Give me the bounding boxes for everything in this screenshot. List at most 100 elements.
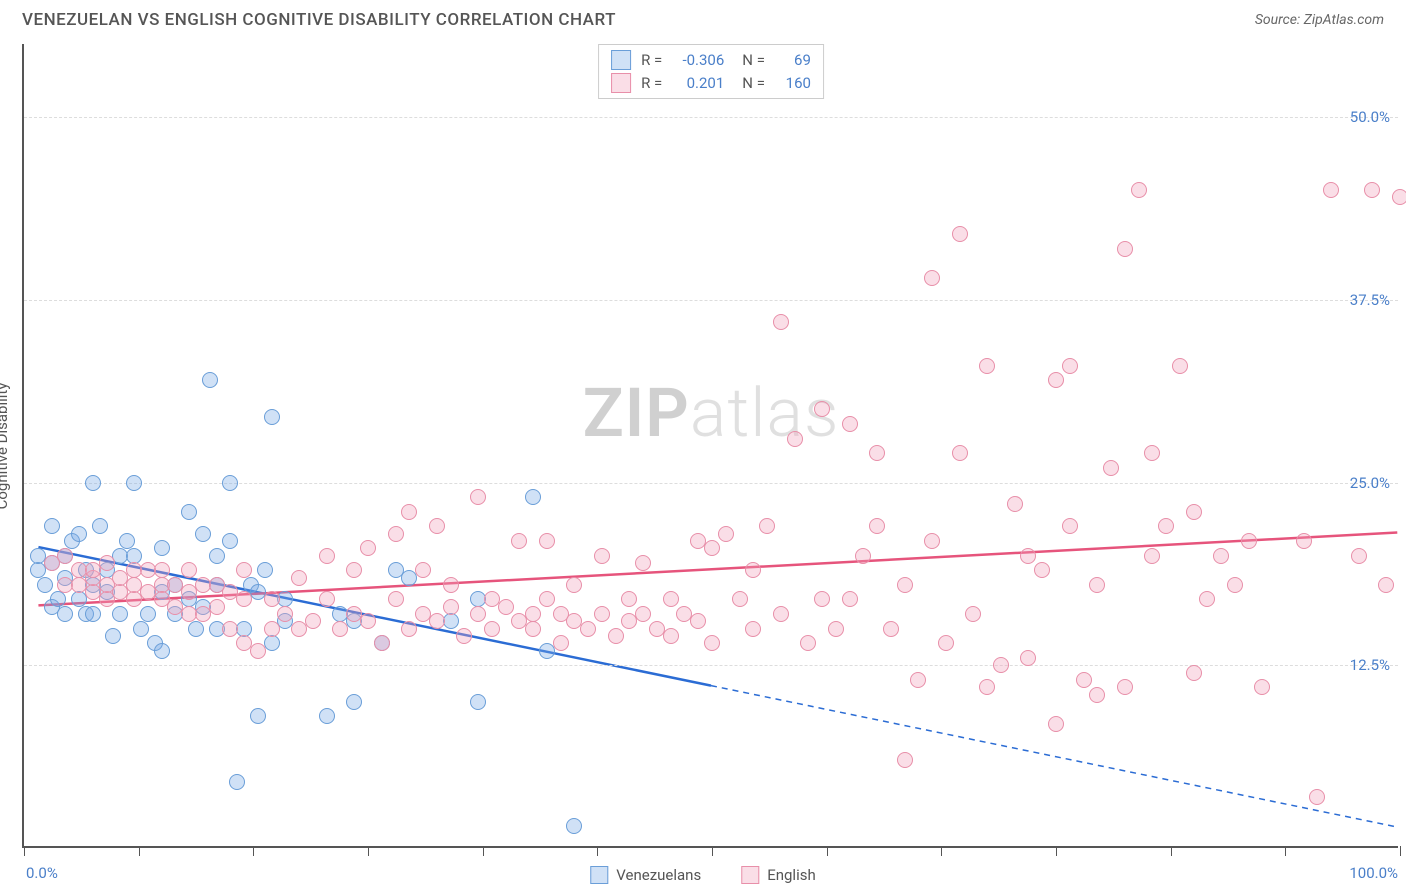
x-tick-mark xyxy=(941,846,942,856)
data-point xyxy=(1062,518,1078,534)
data-point xyxy=(222,621,238,637)
data-point xyxy=(222,475,238,491)
data-point xyxy=(332,621,348,637)
data-point xyxy=(1103,460,1119,476)
data-point xyxy=(910,672,926,688)
data-point xyxy=(126,475,142,491)
data-point xyxy=(1020,548,1036,564)
gridline xyxy=(24,300,1398,301)
x-axis-max-label: 100.0% xyxy=(1349,864,1398,882)
data-point xyxy=(635,606,651,622)
data-point xyxy=(181,504,197,520)
data-point xyxy=(1007,496,1023,512)
data-point xyxy=(85,606,101,622)
data-point xyxy=(429,518,445,534)
data-point xyxy=(236,591,252,607)
data-point xyxy=(443,599,459,615)
data-point xyxy=(374,635,390,651)
data-point xyxy=(236,621,252,637)
data-point xyxy=(855,548,871,564)
data-point xyxy=(759,518,775,534)
data-point xyxy=(57,606,73,622)
data-point xyxy=(525,489,541,505)
data-point xyxy=(71,526,87,542)
data-point xyxy=(277,591,293,607)
data-point xyxy=(952,445,968,461)
data-point xyxy=(1089,687,1105,703)
data-point xyxy=(277,606,293,622)
data-point xyxy=(1186,504,1202,520)
data-point xyxy=(635,555,651,571)
data-point xyxy=(229,774,245,790)
data-point xyxy=(154,643,170,659)
scatter-plot: ZIPatlas R =-0.306N =69R =0.201N =160 12… xyxy=(22,44,1398,848)
x-tick-mark xyxy=(139,846,140,856)
data-point xyxy=(133,621,149,637)
data-point xyxy=(511,533,527,549)
data-point xyxy=(814,591,830,607)
data-point xyxy=(126,548,142,564)
x-tick-mark xyxy=(1171,846,1172,856)
data-point xyxy=(305,613,321,629)
data-point xyxy=(938,635,954,651)
data-point xyxy=(443,613,459,629)
data-point xyxy=(828,621,844,637)
data-point xyxy=(553,635,569,651)
data-point xyxy=(897,577,913,593)
data-point xyxy=(979,358,995,374)
data-point xyxy=(1199,591,1215,607)
data-point xyxy=(188,621,204,637)
data-point xyxy=(704,635,720,651)
x-tick-mark xyxy=(1285,846,1286,856)
x-tick-mark xyxy=(597,846,598,856)
data-point xyxy=(429,613,445,629)
data-point xyxy=(993,657,1009,673)
data-point xyxy=(257,562,273,578)
data-point xyxy=(1158,518,1174,534)
data-point xyxy=(250,643,266,659)
data-point xyxy=(621,591,637,607)
data-point xyxy=(608,628,624,644)
y-tick-label: 25.0% xyxy=(1350,474,1390,492)
data-point xyxy=(470,606,486,622)
data-point xyxy=(1296,533,1312,549)
data-point xyxy=(539,591,555,607)
data-point xyxy=(319,708,335,724)
data-point xyxy=(470,694,486,710)
data-point xyxy=(222,533,238,549)
data-point xyxy=(566,577,582,593)
data-point xyxy=(44,518,60,534)
y-tick-label: 50.0% xyxy=(1350,108,1390,126)
data-point xyxy=(539,533,555,549)
data-point xyxy=(1131,182,1147,198)
data-point xyxy=(787,431,803,447)
data-point xyxy=(1048,372,1064,388)
data-point xyxy=(1392,189,1406,205)
data-point xyxy=(264,621,280,637)
data-point xyxy=(580,621,596,637)
data-point xyxy=(800,635,816,651)
y-tick-label: 37.5% xyxy=(1350,291,1390,309)
data-point xyxy=(690,613,706,629)
stats-legend-row: R =-0.306N =69 xyxy=(611,49,811,72)
data-point xyxy=(1323,182,1339,198)
data-point xyxy=(105,628,121,644)
data-point xyxy=(1378,577,1394,593)
data-point xyxy=(566,818,582,834)
data-point xyxy=(1048,716,1064,732)
data-point xyxy=(264,635,280,651)
data-point xyxy=(897,752,913,768)
data-point xyxy=(773,606,789,622)
data-point xyxy=(525,621,541,637)
x-tick-mark xyxy=(1056,846,1057,856)
data-point xyxy=(1254,679,1270,695)
data-point xyxy=(1076,672,1092,688)
legend-item: English xyxy=(741,866,816,884)
data-point xyxy=(745,621,761,637)
data-point xyxy=(346,562,362,578)
data-point xyxy=(360,540,376,556)
data-point xyxy=(1034,562,1050,578)
x-tick-mark xyxy=(1400,846,1401,856)
data-point xyxy=(99,555,115,571)
legend-item: Venezuelans xyxy=(590,866,701,884)
